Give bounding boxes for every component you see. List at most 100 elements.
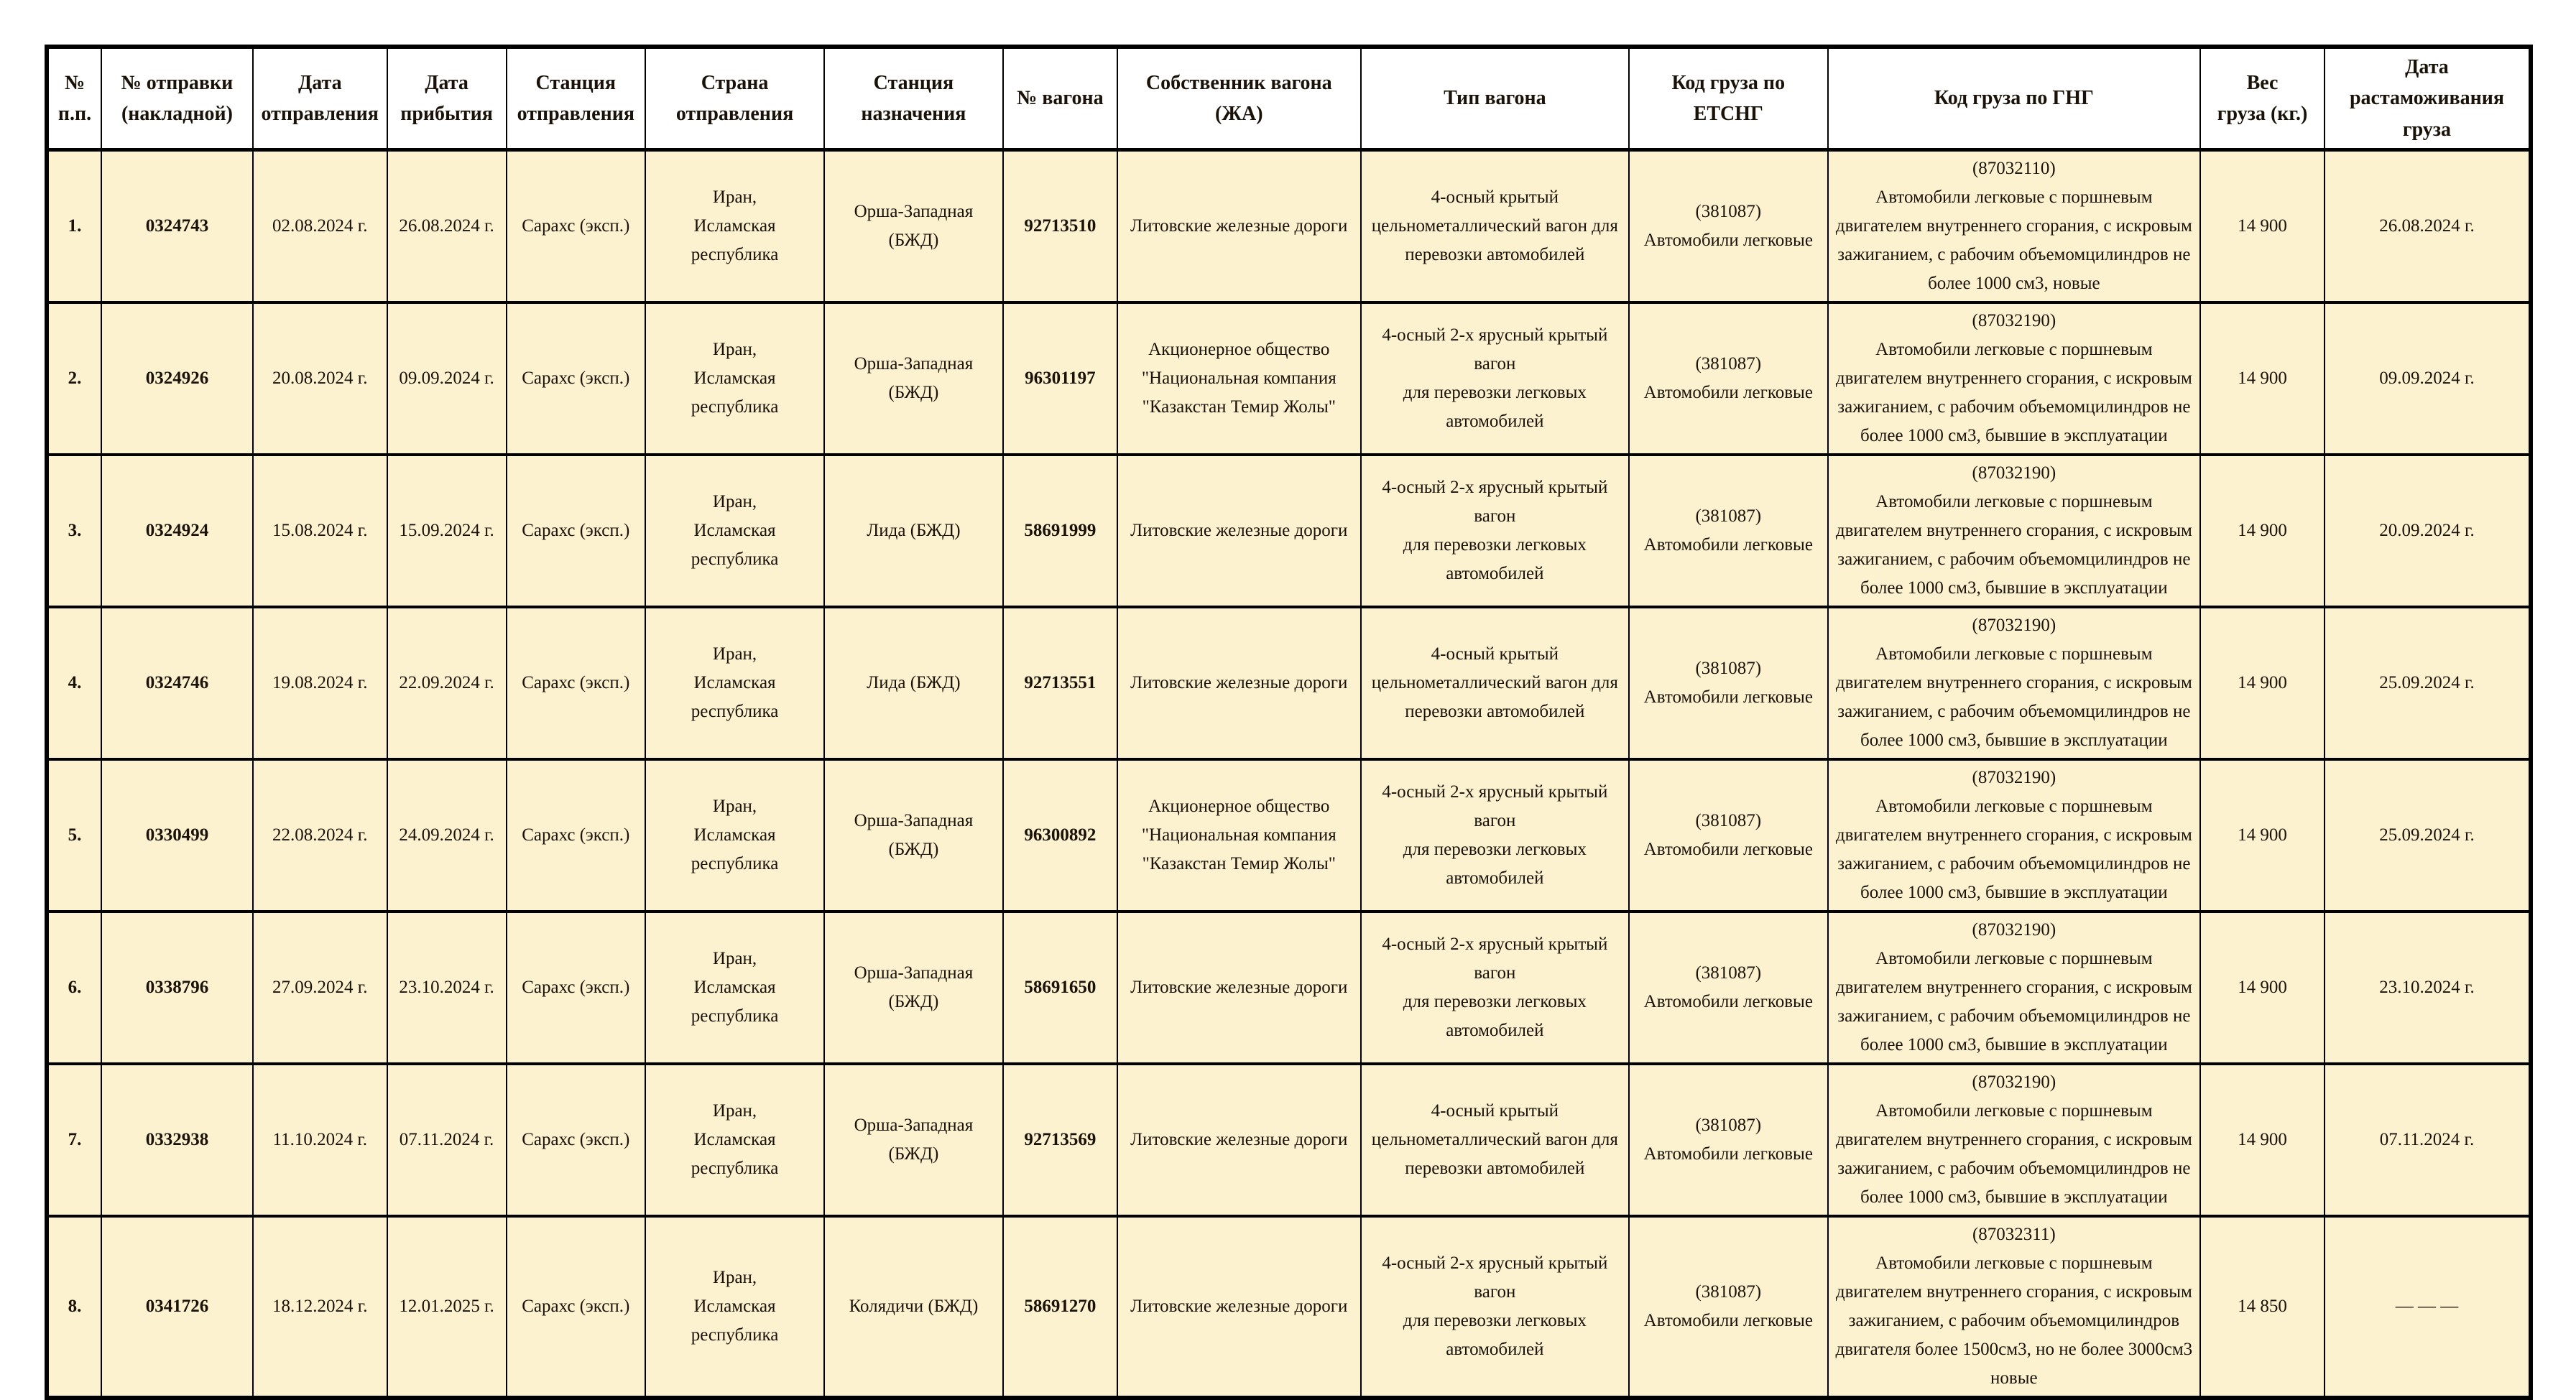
- table-cell: Колядичи (БЖД): [823, 1215, 1004, 1400]
- table-cell: 22.08.2024 г.: [251, 758, 388, 914]
- table-cell: (381087) Автомобили легковые: [1628, 606, 1829, 761]
- table-cell: 4-осный крытый цельнометаллический вагон…: [1359, 1062, 1630, 1218]
- table-cell: 27.09.2024 г.: [251, 910, 388, 1066]
- table-cell: 22.09.2024 г.: [386, 606, 507, 761]
- table-cell: Акционерное общество "Национальная компа…: [1116, 301, 1362, 457]
- table-row: 6. 0338796 27.09.2024 г. 23.10.2024 г. Сарах…: [45, 910, 2532, 1066]
- table-cell: Сарахс (эксп.): [505, 910, 647, 1066]
- table-cell: 20.08.2024 г.: [251, 301, 388, 457]
- table-cell: Иран, Исламская республика: [645, 606, 825, 761]
- column-header-arrival-date: Дата прибытия: [386, 46, 507, 152]
- table-cell: Литовские железные дороги: [1116, 1062, 1362, 1218]
- table-cell: 14 900: [2199, 148, 2325, 305]
- table-cell: 0338796: [101, 910, 254, 1066]
- table-cell: Орша-Западная (БЖД): [823, 148, 1004, 305]
- table-cell: 4-осный 2-х ярусный крытый вагон для пер…: [1359, 453, 1630, 609]
- table-cell: 14 850: [2199, 1215, 2325, 1400]
- table-cell: (87032190) Автомобили легковые с поршнев…: [1827, 1062, 2202, 1218]
- table-cell: Литовские железные дороги: [1116, 910, 1362, 1066]
- table-cell: Орша-Западная (БЖД): [823, 910, 1004, 1066]
- table-cell: 0324926: [101, 301, 254, 457]
- table-cell: Сарахс (эксп.): [505, 453, 647, 609]
- table-cell: (87032110) Автомобили легковые с поршнев…: [1827, 148, 2202, 305]
- table-row: 1. 0324743 02.08.2024 г. 26.08.2024 г. Сарах…: [45, 148, 2532, 305]
- table-cell: Сарахс (эксп.): [505, 1062, 647, 1218]
- table-cell: Иран, Исламская республика: [645, 910, 825, 1066]
- table-cell: 14 900: [2199, 453, 2325, 609]
- table-cell: 8.: [45, 1215, 103, 1400]
- table-cell: — — —: [2323, 1215, 2532, 1400]
- table-cell: 2.: [45, 301, 103, 457]
- table-cell: 24.09.2024 г.: [386, 758, 507, 914]
- table-cell: 11.10.2024 г.: [251, 1062, 388, 1218]
- column-header-wagon-type: Тип вагона: [1359, 46, 1630, 152]
- table-cell: 4-осный крытый цельнометаллический вагон…: [1359, 606, 1630, 761]
- table-row: 4. 0324746 19.08.2024 г. 22.09.2024 г. Сарах…: [45, 606, 2532, 761]
- cargo-shipments-table: № п.п. № отправки (накладной) Дата отпра…: [45, 45, 2533, 1400]
- table-cell: 26.08.2024 г.: [386, 148, 507, 305]
- table-cell: 5.: [45, 758, 103, 914]
- table-cell: 14 900: [2199, 301, 2325, 457]
- table-cell: Литовские железные дороги: [1116, 453, 1362, 609]
- table-row: 2. 0324926 20.08.2024 г. 09.09.2024 г. Сарах…: [45, 301, 2532, 457]
- table-cell: 0324746: [101, 606, 254, 761]
- table-cell: Сарахс (эксп.): [505, 301, 647, 457]
- table-cell: 1.: [45, 148, 103, 305]
- table-cell: (87032311) Автомобили легковые с поршнев…: [1827, 1215, 2202, 1400]
- table-cell: 58691999: [1002, 453, 1118, 609]
- column-header-destination-station: Станция назначения: [823, 46, 1004, 152]
- table-cell: 26.08.2024 г.: [2323, 148, 2532, 305]
- table-cell: 96301197: [1002, 301, 1118, 457]
- table-row: 3. 0324924 15.08.2024 г. 15.09.2024 г. Сарах…: [45, 453, 2532, 609]
- table-cell: 4-осный 2-х ярусный крытый вагон для пер…: [1359, 1215, 1630, 1400]
- table-cell: 20.09.2024 г.: [2323, 453, 2532, 609]
- table-cell: (87032190) Автомобили легковые с поршнев…: [1827, 453, 2202, 609]
- table-cell: (87032190) Автомобили легковые с поршнев…: [1827, 910, 2202, 1066]
- table-cell: (381087) Автомобили легковые: [1628, 1062, 1829, 1218]
- table-cell: 07.11.2024 г.: [386, 1062, 507, 1218]
- table-cell: Сарахс (эксп.): [505, 606, 647, 761]
- table-cell: 4-осный крытый цельнометаллический вагон…: [1359, 148, 1630, 305]
- table-cell: 4-осный 2-х ярусный крытый вагон для пер…: [1359, 301, 1630, 457]
- table-cell: (381087) Автомобили легковые: [1628, 148, 1829, 305]
- table-cell: 0324924: [101, 453, 254, 609]
- table-cell: Сарахс (эксп.): [505, 148, 647, 305]
- table-cell: Орша-Западная (БЖД): [823, 1062, 1004, 1218]
- table-cell: Лида (БЖД): [823, 606, 1004, 761]
- table-cell: Иран, Исламская республика: [645, 453, 825, 609]
- table-cell: 09.09.2024 г.: [2323, 301, 2532, 457]
- column-header-cargo-weight: Вес груза (кг.): [2199, 46, 2325, 152]
- table-cell: (381087) Автомобили легковые: [1628, 301, 1829, 457]
- table-cell: (87032190) Автомобили легковые с поршнев…: [1827, 606, 2202, 761]
- table-cell: 0330499: [101, 758, 254, 914]
- table-cell: Иран, Исламская республика: [645, 148, 825, 305]
- table-cell: 92713569: [1002, 1062, 1118, 1218]
- table-cell: (381087) Автомобили легковые: [1628, 1215, 1829, 1400]
- table-cell: (87032190) Автомобили легковые с поршнев…: [1827, 301, 2202, 457]
- table-row: 5. 0330499 22.08.2024 г. 24.09.2024 г. Сарах…: [45, 758, 2532, 914]
- column-header-etsng-code: Код груза по ЕТСНГ: [1628, 46, 1829, 152]
- table-cell: 7.: [45, 1062, 103, 1218]
- table-cell: 0324743: [101, 148, 254, 305]
- table-cell: (381087) Автомобили легковые: [1628, 453, 1829, 609]
- table-cell: 19.08.2024 г.: [251, 606, 388, 761]
- table-cell: Сарахс (эксп.): [505, 1215, 647, 1400]
- column-header-wagon-owner: Собственник вагона (ЖА): [1116, 46, 1362, 152]
- table-cell: 58691650: [1002, 910, 1118, 1066]
- table-cell: 14 900: [2199, 1062, 2325, 1218]
- table-cell: (381087) Автомобили легковые: [1628, 910, 1829, 1066]
- table-cell: 07.11.2024 г.: [2323, 1062, 2532, 1218]
- table-cell: Литовские железные дороги: [1116, 606, 1362, 761]
- table-cell: 25.09.2024 г.: [2323, 758, 2532, 914]
- table-cell: Орша-Западная (БЖД): [823, 758, 1004, 914]
- table-cell: 12.01.2025 г.: [386, 1215, 507, 1400]
- table-cell: Акционерное общество "Национальная компа…: [1116, 758, 1362, 914]
- table-cell: 4-осный 2-х ярусный крытый вагон для пер…: [1359, 910, 1630, 1066]
- table-cell: Литовские железные дороги: [1116, 148, 1362, 305]
- column-header-row-number: № п.п.: [45, 46, 103, 152]
- column-header-gng-code: Код груза по ГНГ: [1827, 46, 2202, 152]
- table-cell: 18.12.2024 г.: [251, 1215, 388, 1400]
- table-cell: 23.10.2024 г.: [2323, 910, 2532, 1066]
- table-cell: 15.09.2024 г.: [386, 453, 507, 609]
- table-cell: 96300892: [1002, 758, 1118, 914]
